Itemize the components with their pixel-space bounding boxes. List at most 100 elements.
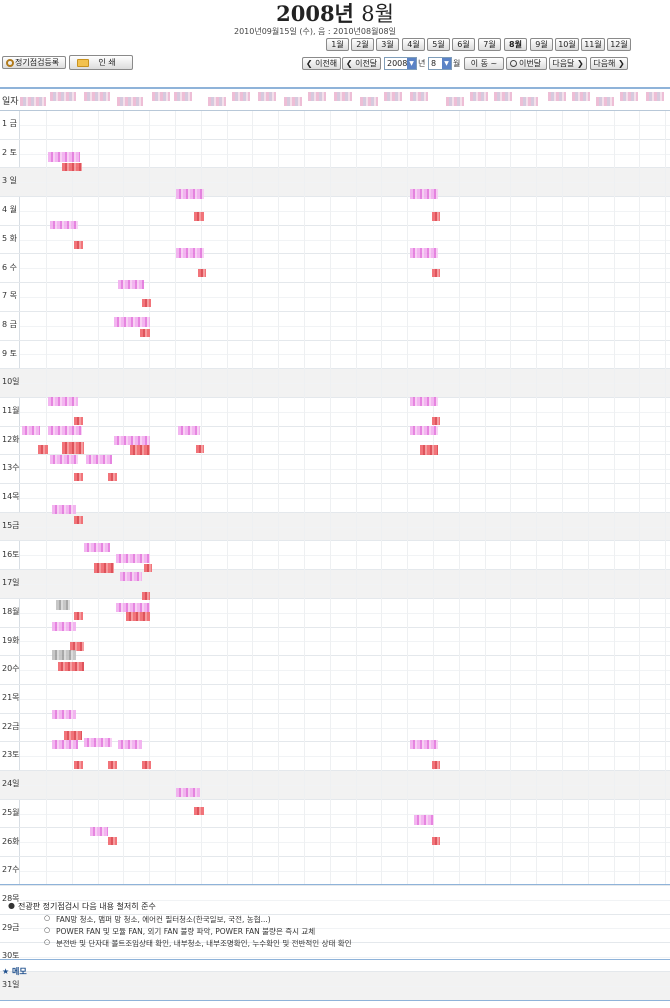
event-entry[interactable] xyxy=(74,417,83,425)
event-entry[interactable] xyxy=(120,572,142,581)
next-month-button[interactable]: 다음달 ❯ xyxy=(549,57,587,70)
month-select[interactable]: 8 ▼ xyxy=(428,57,452,70)
event-entry[interactable] xyxy=(142,592,150,600)
calendar-day-row[interactable]: 15금 xyxy=(0,513,670,542)
event-entry[interactable] xyxy=(432,417,440,425)
event-entry[interactable] xyxy=(48,152,80,162)
event-entry[interactable] xyxy=(432,837,440,845)
event-entry[interactable] xyxy=(176,788,200,797)
event-entry[interactable] xyxy=(410,740,438,749)
event-entry[interactable] xyxy=(118,280,144,289)
month-button[interactable]: 7월 xyxy=(478,38,501,51)
event-entry[interactable] xyxy=(140,329,150,337)
event-entry[interactable] xyxy=(62,442,84,454)
month-button[interactable]: 8월 xyxy=(504,38,527,51)
event-entry[interactable] xyxy=(52,740,78,749)
prev-year-button[interactable]: ❮ 이전해 xyxy=(302,57,341,70)
event-entry[interactable] xyxy=(116,554,150,563)
event-entry[interactable] xyxy=(114,317,150,327)
this-month-button[interactable]: 이번달 xyxy=(506,57,547,70)
calendar-day-row[interactable]: 8 금 xyxy=(0,312,670,341)
month-button[interactable]: 6월 xyxy=(452,38,475,51)
event-entry[interactable] xyxy=(144,564,152,572)
year-select[interactable]: 2008 ▼ xyxy=(384,57,417,70)
event-entry[interactable] xyxy=(74,761,83,769)
month-button[interactable]: 12월 xyxy=(607,38,631,51)
event-entry[interactable] xyxy=(116,603,150,612)
event-entry[interactable] xyxy=(74,473,83,481)
event-entry[interactable] xyxy=(58,662,84,671)
calendar-day-row[interactable]: 12화 xyxy=(0,427,670,456)
event-entry[interactable] xyxy=(84,738,112,747)
event-entry[interactable] xyxy=(142,299,151,307)
event-entry[interactable] xyxy=(74,241,83,249)
calendar-day-row[interactable]: 10일 xyxy=(0,369,670,398)
calendar-day-row[interactable]: 17일 xyxy=(0,570,670,599)
event-entry[interactable] xyxy=(84,543,110,552)
event-entry[interactable] xyxy=(414,815,434,825)
calendar-day-row[interactable]: 11월 xyxy=(0,398,670,427)
calendar-day-row[interactable]: 7 목 xyxy=(0,283,670,312)
event-entry[interactable] xyxy=(194,807,204,815)
month-button[interactable]: 3월 xyxy=(376,38,399,51)
event-entry[interactable] xyxy=(108,473,117,481)
event-entry[interactable] xyxy=(56,600,70,610)
event-entry[interactable] xyxy=(94,563,114,573)
event-entry[interactable] xyxy=(196,445,204,453)
event-entry[interactable] xyxy=(130,445,150,455)
event-entry[interactable] xyxy=(176,189,204,199)
print-button[interactable]: 인 쇄 xyxy=(69,55,133,70)
event-entry[interactable] xyxy=(410,189,438,199)
month-button[interactable]: 4월 xyxy=(402,38,425,51)
prev-month-button[interactable]: ❮ 이전달 xyxy=(342,57,381,70)
event-entry[interactable] xyxy=(432,269,440,277)
event-entry[interactable] xyxy=(64,731,82,740)
calendar-day-row[interactable]: 19화 xyxy=(0,628,670,657)
calendar-day-row[interactable]: 20수 xyxy=(0,656,670,685)
month-button[interactable]: 5월 xyxy=(427,38,450,51)
calendar-day-row[interactable]: 18월 xyxy=(0,599,670,628)
event-entry[interactable] xyxy=(176,248,204,258)
calendar-day-row[interactable]: 5 화 xyxy=(0,226,670,255)
event-entry[interactable] xyxy=(50,221,78,229)
event-entry[interactable] xyxy=(22,426,40,435)
calendar-day-row[interactable]: 3 일 xyxy=(0,168,670,197)
calendar-day-row[interactable]: 31일 xyxy=(0,972,670,1001)
month-button[interactable]: 11월 xyxy=(581,38,605,51)
calendar-day-row[interactable]: 14목 xyxy=(0,484,670,513)
event-entry[interactable] xyxy=(38,445,48,454)
month-button[interactable]: 1월 xyxy=(326,38,349,51)
event-entry[interactable] xyxy=(48,426,82,435)
event-entry[interactable] xyxy=(62,163,82,171)
next-year-button[interactable]: 다음해 ❯ xyxy=(590,57,628,70)
event-entry[interactable] xyxy=(432,761,440,769)
calendar-day-row[interactable]: 4 월 xyxy=(0,197,670,226)
month-button[interactable]: 2월 xyxy=(351,38,374,51)
event-entry[interactable] xyxy=(114,436,150,445)
calendar-day-row[interactable]: 21목 xyxy=(0,685,670,714)
event-entry[interactable] xyxy=(142,761,151,769)
event-entry[interactable] xyxy=(86,455,112,464)
calendar-day-row[interactable]: 2 토 xyxy=(0,140,670,169)
event-entry[interactable] xyxy=(50,455,78,464)
calendar-day-row[interactable]: 6 수 xyxy=(0,255,670,284)
calendar-day-row[interactable]: 27수 xyxy=(0,857,670,886)
calendar-day-row[interactable]: 24일 xyxy=(0,771,670,800)
event-entry[interactable] xyxy=(432,212,440,221)
month-button[interactable]: 10월 xyxy=(555,38,579,51)
event-entry[interactable] xyxy=(410,397,438,406)
event-entry[interactable] xyxy=(48,397,78,406)
event-entry[interactable] xyxy=(52,650,76,660)
register-button[interactable]: 정기점검등록 xyxy=(2,56,66,69)
go-button[interactable]: 이 동 ~ xyxy=(464,57,504,70)
event-entry[interactable] xyxy=(108,837,117,845)
event-entry[interactable] xyxy=(52,505,76,514)
event-entry[interactable] xyxy=(420,445,438,455)
event-entry[interactable] xyxy=(108,761,117,769)
event-entry[interactable] xyxy=(90,827,108,836)
calendar-day-row[interactable]: 1 금 xyxy=(0,111,670,140)
event-entry[interactable] xyxy=(194,212,204,221)
event-entry[interactable] xyxy=(178,426,200,435)
event-entry[interactable] xyxy=(118,740,142,749)
event-entry[interactable] xyxy=(410,248,438,258)
